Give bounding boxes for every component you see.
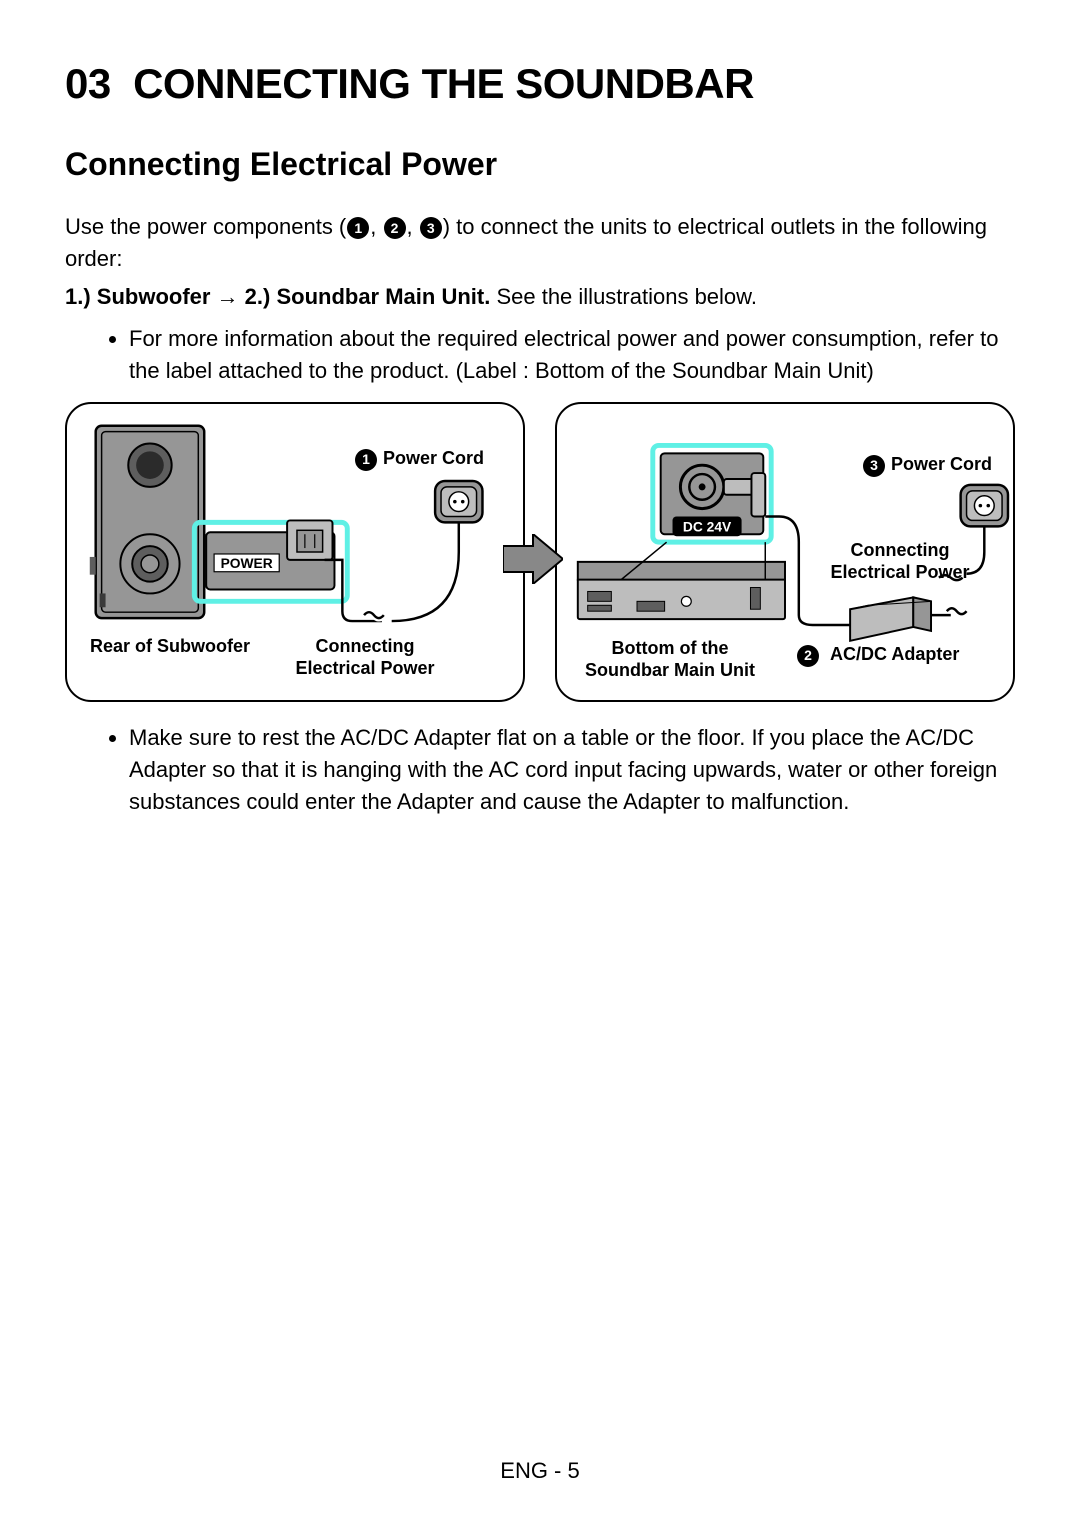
label-bottom-soundbar: Bottom of the Soundbar Main Unit (575, 638, 765, 681)
power-text: POWER (221, 555, 273, 571)
order-line: 1.) Subwoofer → 2.) Soundbar Main Unit. … (65, 281, 1015, 313)
label-power-cord-3: 3Power Cord (863, 454, 992, 476)
label-rear-subwoofer: Rear of Subwoofer (85, 636, 255, 658)
bullet-info: For more information about the required … (129, 323, 1015, 387)
chapter-title: 03 CONNECTING THE SOUNDBAR (65, 60, 1015, 108)
bullet-adapter-warning: Make sure to rest the AC/DC Adapter flat… (129, 722, 1015, 818)
panel-subwoofer: POWER 1Power Cord Rear of Subwoofer Con (65, 402, 525, 702)
section-title: Connecting Electrical Power (65, 146, 1015, 183)
chapter-number: 03 (65, 60, 111, 107)
label-connecting-right: Connecting Electrical Power (825, 540, 975, 583)
arrow-icon (503, 534, 563, 584)
label-connecting-left: Connecting Electrical Power (285, 636, 445, 679)
circled-1: 1 (347, 217, 369, 239)
intro-text: Use the power components (1, 2, 3) to co… (65, 211, 1015, 275)
circled-3: 3 (420, 217, 442, 239)
circled-2: 2 (384, 217, 406, 239)
label-power-cord-1: 1Power Cord (355, 448, 484, 470)
dc-text: DC 24V (683, 519, 732, 535)
label-adapter: 2 AC/DC Adapter (797, 644, 997, 666)
page-footer: ENG - 5 (0, 1458, 1080, 1484)
chapter-title-text: CONNECTING THE SOUNDBAR (133, 60, 754, 107)
diagrams-row: POWER 1Power Cord Rear of Subwoofer Con (65, 402, 1015, 702)
panel-soundbar: DC 24V 3Power Cord (555, 402, 1015, 702)
